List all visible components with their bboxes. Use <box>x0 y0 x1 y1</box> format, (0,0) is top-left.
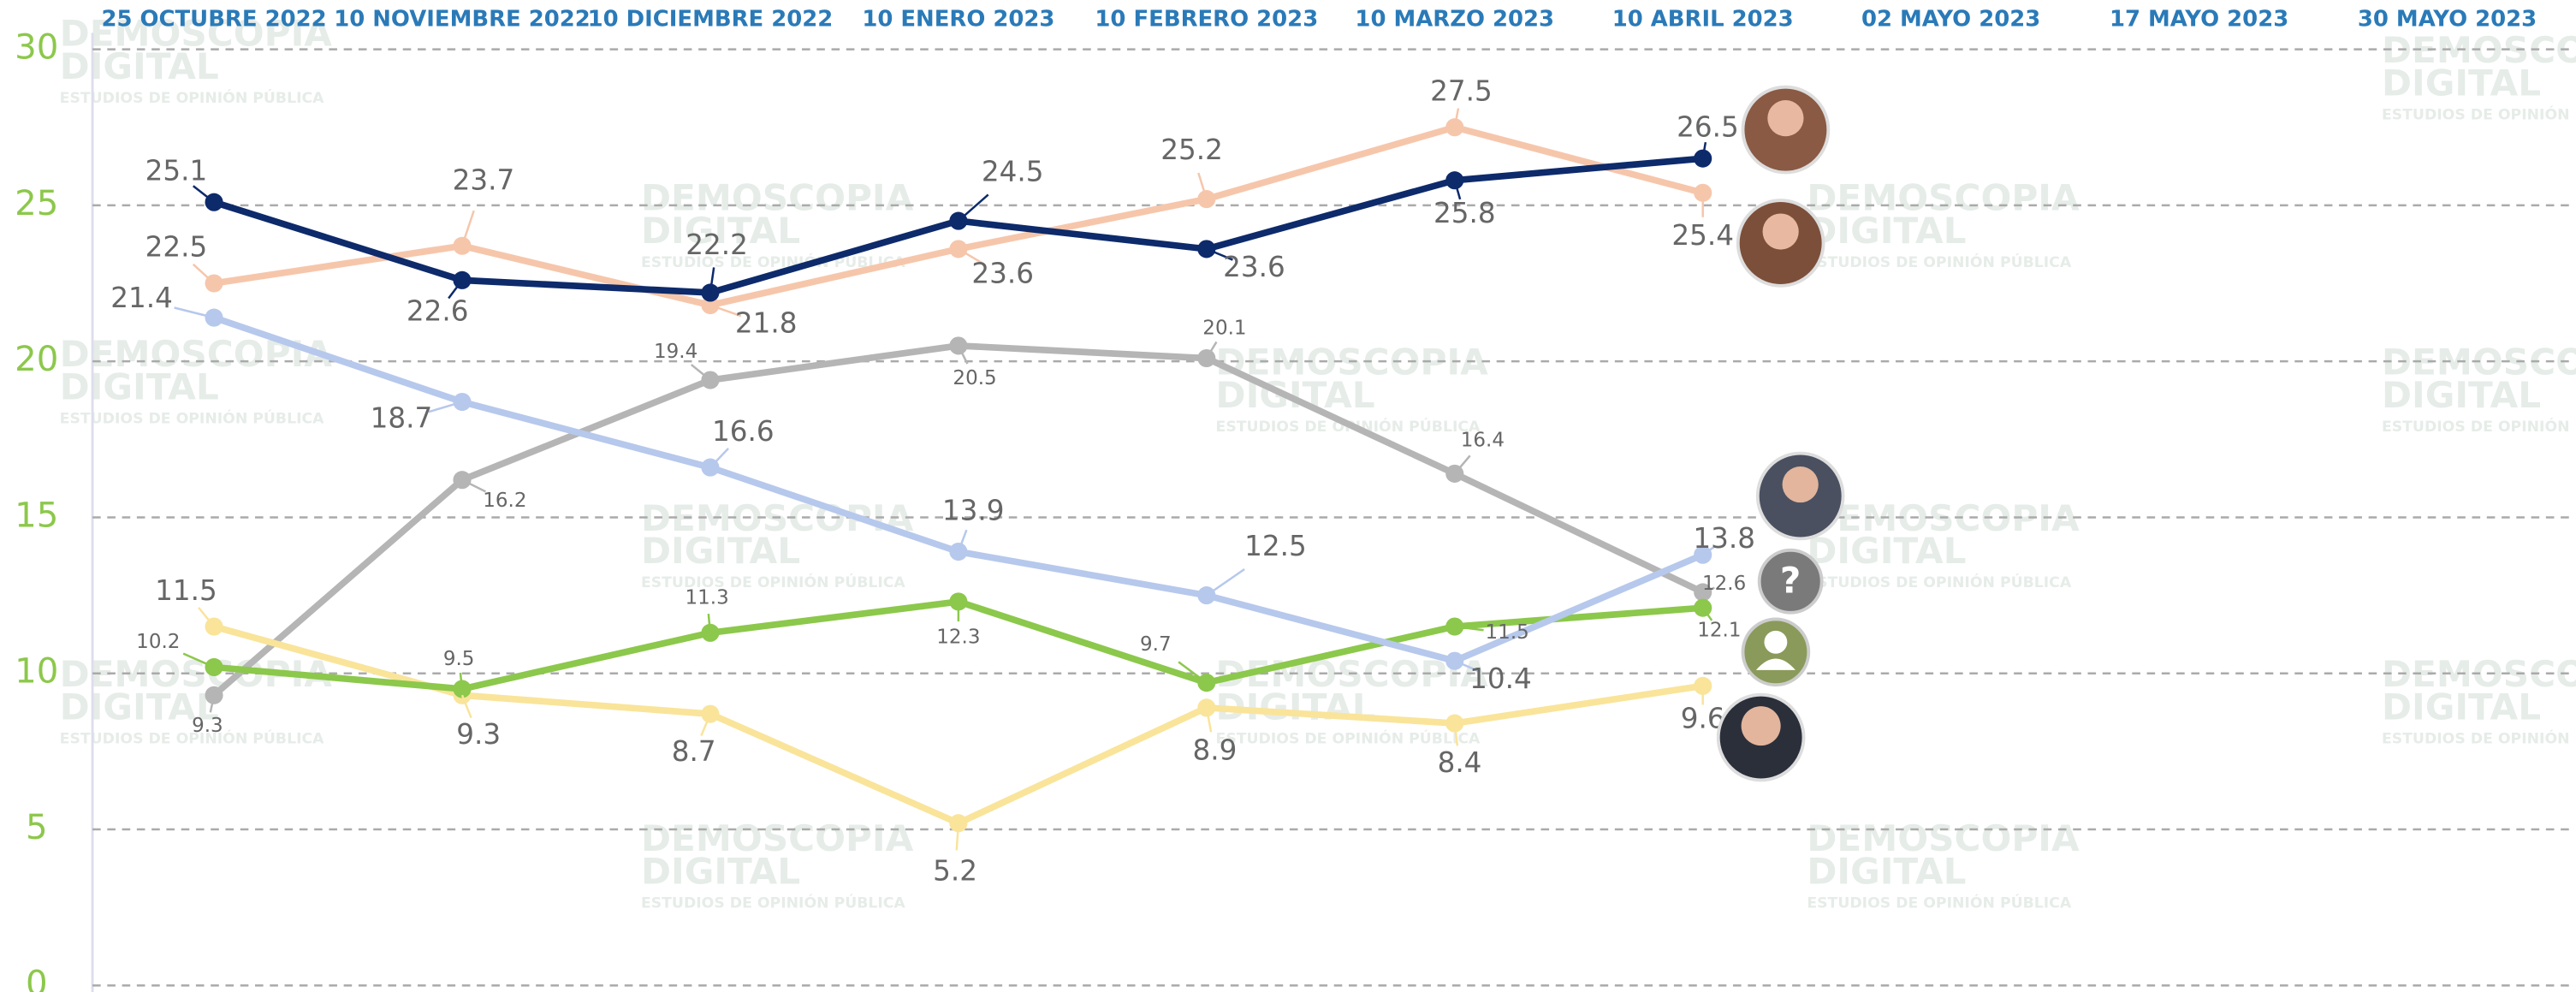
data-label: 19.4 <box>654 341 697 363</box>
data-label: 12.6 <box>1702 573 1746 595</box>
watermark-text: ESTUDIOS DE OPINIÓN PÚBLICA <box>1807 252 2071 271</box>
y-tick-label: 0 <box>26 963 48 992</box>
data-label: 16.2 <box>483 490 526 512</box>
x-tick-label: 10 ENERO 2023 <box>862 7 1054 33</box>
data-label: 18.7 <box>371 402 433 435</box>
x-tick-label: 10 NOVIEMBRE 2022 <box>334 7 591 33</box>
point <box>1694 599 1712 617</box>
data-label: 24.5 <box>982 155 1044 187</box>
data-label: 22.6 <box>407 295 469 328</box>
watermark-text: DIGITAL <box>1807 850 1966 892</box>
watermark-text: DIGITAL <box>641 530 800 572</box>
data-label: 10.2 <box>136 631 180 653</box>
data-label: 9.3 <box>456 718 501 751</box>
watermark-text: DIGITAL <box>1807 210 1966 252</box>
data-label: 23.7 <box>453 163 515 196</box>
x-tick-label: 10 DICIEMBRE 2022 <box>588 7 834 33</box>
watermark-text: ESTUDIOS DE OPINIÓN PÚBLICA <box>60 88 324 107</box>
data-label: 12.1 <box>1697 620 1741 642</box>
watermark-text: DIGITAL <box>2382 374 2541 416</box>
data-label: 16.6 <box>712 415 775 448</box>
data-label: 12.5 <box>1244 530 1307 562</box>
x-tick-label: 17 MAYO 2023 <box>2110 7 2288 33</box>
watermark-text: ESTUDIOS DE OPINIÓN PÚBLICA <box>2382 728 2576 747</box>
data-label: 9.5 <box>443 648 475 670</box>
watermark-text: ESTUDIOS DE OPINIÓN PÚBLICA <box>1807 573 2071 591</box>
y-tick-label: 20 <box>15 339 58 379</box>
data-label: 25.1 <box>145 155 208 187</box>
x-tick-label: 25 OCTUBRE 2022 <box>101 7 326 33</box>
labels: 9.3 16.2 19.4 20.5 20.1 16.4 12.6 11.5 9.3 8.7 5.2… <box>110 74 1755 887</box>
point <box>1445 652 1463 670</box>
chart: DEMOSCOPIADIGITALESTUDIOS DE OPINIÓN PÚB… <box>0 0 2576 992</box>
data-label: 21.8 <box>735 307 798 340</box>
data-label: 16.4 <box>1461 430 1505 452</box>
data-label: 23.6 <box>971 258 1034 290</box>
watermark-text: DIGITAL <box>641 850 800 892</box>
watermark-text: DIGITAL <box>60 365 219 407</box>
avatar-face <box>1767 100 1803 136</box>
unknown-marker: ? <box>1780 560 1801 602</box>
x-labels: 25 OCTUBRE 2022 10 NOVIEMBRE 202210 DICIE… <box>101 7 2537 33</box>
avatar-head <box>1764 631 1787 654</box>
data-label: 12.3 <box>936 627 980 649</box>
leader-line <box>959 194 988 221</box>
watermark-text: DIGITAL <box>2382 686 2541 728</box>
watermark-text: DIGITAL <box>60 45 219 87</box>
watermark-text: ESTUDIOS DE OPINIÓN PÚBLICA <box>2382 417 2576 436</box>
watermark-text: ESTUDIOS DE OPINIÓN PÚBLICA <box>1807 893 2071 912</box>
data-label: 25.4 <box>1671 219 1734 252</box>
y-tick-label: 25 <box>15 183 58 223</box>
watermark-text: ESTUDIOS DE OPINIÓN PÚBLICA <box>641 893 905 912</box>
watermark-text: DIGITAL <box>1216 374 1375 416</box>
watermark-text: ESTUDIOS DE OPINIÓN PÚBLICA <box>1216 728 1481 747</box>
avatar-face <box>1783 466 1819 502</box>
data-label: 20.5 <box>953 367 996 389</box>
data-label: 5.2 <box>933 854 977 887</box>
data-label: 13.9 <box>942 494 1005 526</box>
avatar-face <box>1742 706 1781 745</box>
data-label: 26.5 <box>1677 111 1739 144</box>
data-label: 23.6 <box>1223 251 1285 283</box>
data-label: 9.3 <box>192 715 223 737</box>
watermark-text: ESTUDIOS DE OPINIÓN PÚBLICA <box>2382 104 2576 123</box>
x-tick-label: 02 MAYO 2023 <box>1861 7 2040 33</box>
y-tick-label: 10 <box>15 651 58 692</box>
data-label: 10.4 <box>1469 662 1532 695</box>
leader-line <box>710 448 728 467</box>
y-tick-label: 15 <box>15 495 58 535</box>
data-label: 8.4 <box>1438 746 1482 779</box>
leader-line <box>193 264 214 283</box>
y-tick-label: 5 <box>26 807 48 847</box>
data-label: 25.2 <box>1160 134 1223 166</box>
leader-line <box>1207 569 1244 596</box>
avatar-face <box>1763 213 1799 249</box>
point <box>1197 586 1215 604</box>
watermark-text: ESTUDIOS DE OPINIÓN PÚBLICA <box>641 573 905 591</box>
x-tick-label: 10 ABRIL 2023 <box>1612 7 1794 33</box>
watermark-text: DIGITAL <box>1807 530 1966 572</box>
data-label: 21.4 <box>110 282 173 314</box>
data-label: 8.7 <box>672 735 716 768</box>
data-label: 11.3 <box>685 587 728 609</box>
watermark-text: ESTUDIOS DE OPINIÓN PÚBLICA <box>60 408 324 427</box>
data-label: 9.7 <box>1140 633 1172 656</box>
x-tick-label: 30 MAYO 2023 <box>2358 7 2537 33</box>
x-tick-label: 10 FEBRERO 2023 <box>1095 7 1318 33</box>
data-label: 20.1 <box>1202 317 1246 339</box>
data-label: 11.5 <box>1486 621 1529 644</box>
y-tick-label: 30 <box>15 27 58 68</box>
data-label: 22.5 <box>145 231 208 264</box>
data-label: 11.5 <box>155 574 217 607</box>
watermark-text: DIGITAL <box>2382 62 2541 104</box>
data-label: 27.5 <box>1430 74 1493 107</box>
data-label: 22.2 <box>686 229 748 261</box>
data-label: 13.8 <box>1693 522 1755 555</box>
x-tick-label: 10 MARZO 2023 <box>1355 7 1554 33</box>
data-label: 8.9 <box>1192 734 1237 767</box>
data-label: 25.8 <box>1433 197 1496 229</box>
